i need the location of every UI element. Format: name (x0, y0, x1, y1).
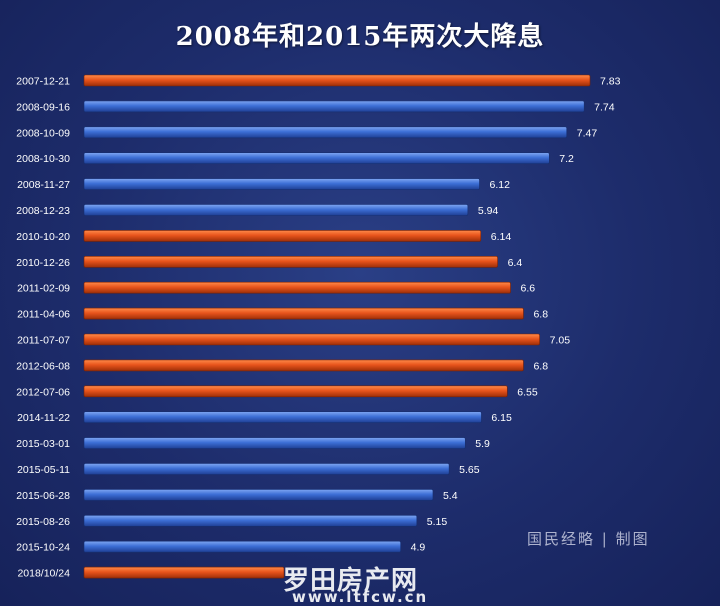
category-label: 2015-10-24 (16, 542, 70, 554)
category-label: 2008-10-30 (16, 153, 70, 165)
category-label: 2010-10-20 (16, 231, 70, 243)
category-label: 2012-07-06 (16, 386, 70, 398)
value-label: 6.15 (491, 412, 512, 424)
bar (83, 411, 482, 424)
bar (83, 74, 591, 87)
bar (83, 126, 568, 139)
value-label: 7.2 (559, 153, 574, 165)
bar (83, 437, 466, 449)
category-label: 2008-11-27 (17, 179, 70, 191)
category-label: 2010-12-26 (16, 257, 70, 269)
bar (83, 307, 524, 320)
bar (83, 333, 540, 346)
value-label: 7.47 (577, 127, 598, 139)
bar (83, 489, 434, 501)
value-label: 7.74 (594, 101, 615, 113)
value-label: 6.55 (517, 386, 538, 398)
category-label: 2008-12-23 (16, 205, 70, 217)
value-label: 6.8 (533, 309, 548, 321)
value-label: 6.14 (491, 231, 512, 243)
bar (83, 281, 511, 294)
category-label: 2011-07-07 (17, 335, 70, 347)
category-label: 2008-10-09 (16, 127, 70, 139)
bar (83, 204, 469, 216)
bar (83, 514, 418, 527)
category-label: 2015-08-26 (16, 516, 70, 528)
value-label: 6.12 (489, 179, 510, 191)
category-label: 2007-12-21 (16, 76, 70, 88)
value-label: 5.9 (475, 438, 490, 450)
bar (83, 359, 524, 372)
bar (83, 178, 480, 190)
value-label: 6.6 (521, 283, 536, 295)
value-label: 5.65 (459, 464, 480, 476)
category-label: 2014-11-22 (17, 412, 70, 424)
bar (83, 255, 498, 268)
chart-title: 2008年和2015年两次大降息 (175, 22, 545, 52)
bar (83, 566, 285, 579)
bar (83, 100, 585, 113)
category-label: 2015-05-11 (17, 464, 70, 476)
value-label: 4.9 (411, 542, 426, 554)
bar (83, 385, 508, 398)
category-label: 2008-09-16 (16, 101, 70, 113)
bar (83, 463, 450, 475)
value-label: 5.15 (427, 516, 448, 528)
watermark-name: 罗田房产网 (283, 566, 419, 596)
category-label: 2011-04-06 (17, 309, 70, 321)
value-label: 5.94 (478, 205, 499, 217)
value-label: 5.4 (443, 490, 458, 502)
bar (83, 230, 482, 242)
category-label: 2011-02-09 (17, 283, 70, 295)
bar (83, 540, 401, 553)
value-label: 7.05 (550, 335, 571, 347)
category-label: 2012-06-08 (16, 360, 70, 372)
value-label: 7.83 (600, 76, 621, 88)
watermark-url: www.ltfcw.cn (292, 588, 429, 606)
category-label: 2018/10/24 (17, 568, 70, 580)
chart-credit: 国民经略 | 制图 (527, 530, 650, 548)
category-label: 2015-06-28 (16, 490, 70, 502)
category-label: 2015-03-01 (16, 438, 70, 450)
bar (83, 152, 550, 164)
value-label: 6.8 (533, 360, 548, 372)
value-label: 6.4 (508, 257, 523, 269)
